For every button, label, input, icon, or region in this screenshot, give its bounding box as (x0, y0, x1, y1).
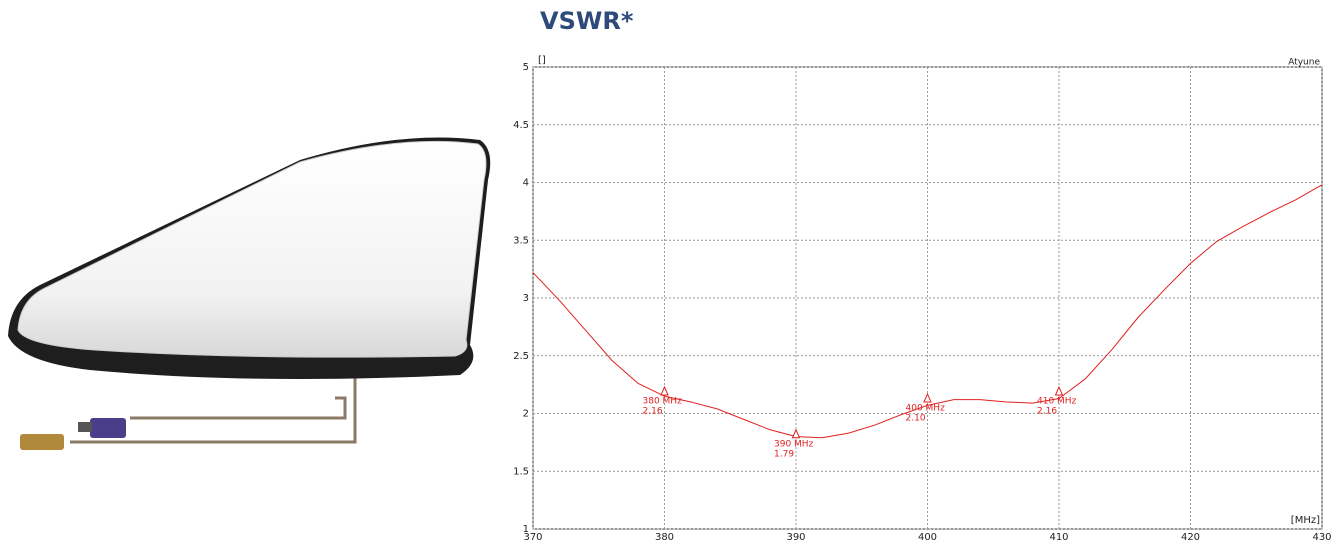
marker (1054, 385, 1064, 396)
chart-title: VSWR* (540, 7, 634, 35)
marker-x-label: 390 MHz (774, 439, 814, 449)
x-tick-label: 420 (1181, 532, 1200, 543)
x-tick-label: 430 (1312, 532, 1331, 543)
marker-value-label: 2.16 (1037, 407, 1057, 417)
marker-x-label: 410 MHz (1037, 397, 1077, 407)
marker (923, 392, 932, 403)
x-tick-label: 410 (1049, 532, 1068, 543)
marker-x-label: 400 MHz (906, 403, 946, 413)
corner-label: Atyune (1288, 58, 1320, 68)
y-tick-label: 4 (523, 178, 529, 189)
x-tick-label: 390 (786, 532, 805, 543)
marker (660, 385, 669, 396)
y-tick-label: 3 (523, 293, 529, 304)
y-tick-label: 1 (523, 524, 529, 535)
marker-value-label: 2.10 (906, 413, 926, 423)
marker-value-label: 1.79 (774, 449, 794, 459)
y-tick-label: 2.5 (513, 351, 529, 362)
x-tick-label: 370 (523, 532, 542, 543)
marker (791, 428, 801, 439)
marker-x-label: 380 MHz (643, 397, 683, 407)
y-tick-label: 1.5 (513, 466, 529, 477)
marker-value-label: 2.16 (643, 407, 663, 417)
y-tick-label: 2 (523, 409, 529, 420)
y-tick-label: 4.5 (513, 120, 529, 131)
x-tick-label: 400 (918, 532, 937, 543)
y-axis-unit: [] (538, 55, 546, 66)
x-tick-label: 380 (655, 532, 674, 543)
antenna-image (8, 137, 491, 450)
data-line (532, 184, 1323, 439)
y-tick-label: 5 (523, 62, 529, 73)
y-tick-label: 3.5 (513, 235, 529, 246)
x-axis-unit: [MHz] (1291, 515, 1320, 526)
